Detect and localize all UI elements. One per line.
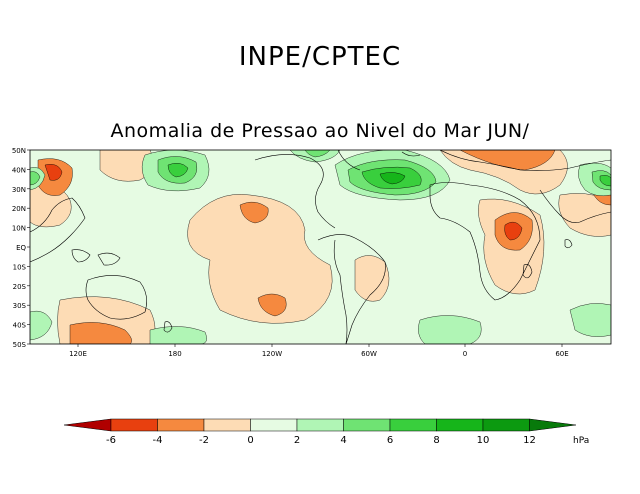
anomaly-region (167, 162, 189, 178)
colorbar-tick-label: 10 (477, 435, 490, 446)
coastlines (30, 150, 611, 344)
colorbar-tick-label: 6 (387, 435, 393, 446)
anomaly-region (69, 322, 132, 344)
anomaly-region (30, 310, 53, 341)
anomaly-region (30, 171, 41, 186)
map-subtitle: Anomalia de Pressao ao Nivel do Mar JUN/ (110, 120, 530, 142)
colorbar-segment (110, 418, 158, 432)
lon-ticks (77, 344, 563, 347)
lat-label-30n: 30N (12, 186, 26, 194)
lon-label-60w: 60W (361, 350, 377, 358)
lat-label-10s: 10S (13, 263, 27, 271)
lat-label-40s: 40S (13, 322, 27, 330)
colorbar-segment (250, 418, 298, 432)
colorbar-tick-label: 4 (340, 435, 346, 446)
lat-label-30s: 30S (13, 302, 27, 310)
colorbar-tick-label: -6 (106, 435, 116, 446)
colorbar-tick-label: 12 (523, 435, 536, 446)
colorbar-segment (157, 418, 205, 432)
lat-label-40n: 40N (12, 166, 26, 174)
anomaly-region (569, 303, 611, 337)
colorbar-segment (343, 418, 391, 432)
colorbar-tick-label: -4 (153, 435, 163, 446)
lat-ticks (27, 149, 30, 345)
colorbar-tick-label: 2 (294, 435, 300, 446)
colorbar-tick-label: -2 (199, 435, 209, 446)
anomaly-region (459, 150, 556, 171)
anomaly-region (558, 193, 611, 237)
colorbar-unit-label: hPa (573, 436, 589, 446)
anomaly-region (379, 172, 406, 185)
colorbar-arrow-low (63, 418, 112, 432)
colorbar-segment (296, 418, 344, 432)
page-title: INPE/CPTEC (238, 42, 402, 72)
lat-label-20n: 20N (12, 205, 26, 213)
lat-label-10n: 10N (12, 225, 26, 233)
anomaly-region (418, 315, 482, 344)
colorbar-tick-label: 0 (247, 435, 253, 446)
colorbar-tick-label: 8 (433, 435, 439, 446)
lon-label-180: 180 (168, 350, 181, 358)
anomaly-region (354, 255, 390, 302)
lon-label-60e: 60E (555, 350, 568, 358)
lat-label-20s: 20S (13, 283, 27, 291)
anomaly-region (599, 175, 611, 187)
colorbar-segment (389, 418, 437, 432)
lon-label-120w: 120W (262, 350, 282, 358)
anomaly-region (304, 150, 331, 158)
lat-label-eq: EQ (16, 244, 26, 252)
lon-label-0: 0 (463, 350, 467, 358)
colorbar-arrow-high (529, 418, 577, 432)
map-field (30, 150, 611, 344)
anomaly-region (239, 201, 269, 224)
anomaly-region (257, 293, 287, 317)
anomaly-region (504, 221, 523, 241)
lat-label-50s: 50S (13, 341, 27, 349)
colorbar (63, 418, 577, 432)
colorbar-segment (436, 418, 484, 432)
lon-label-120e: 120E (69, 350, 87, 358)
anomaly-region (44, 164, 63, 181)
anomaly-region (187, 194, 333, 324)
colorbar-segment (482, 418, 530, 432)
lat-label-50n: 50N (12, 147, 26, 155)
colorbar-segment (203, 418, 251, 432)
